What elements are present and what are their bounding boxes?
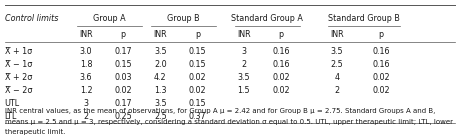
Text: 0.15: 0.15 [189, 60, 206, 69]
Text: 1.3: 1.3 [154, 86, 166, 95]
Text: INR: INR [79, 30, 93, 39]
Text: UTL: UTL [5, 99, 20, 108]
Text: 4: 4 [334, 73, 339, 82]
Text: 0.17: 0.17 [114, 47, 132, 56]
Text: 0.02: 0.02 [189, 73, 206, 82]
Text: 1.2: 1.2 [80, 86, 92, 95]
Text: 0.16: 0.16 [273, 60, 290, 69]
Text: p: p [120, 30, 126, 39]
Text: 3.6: 3.6 [80, 73, 92, 82]
Text: 0.37: 0.37 [189, 112, 206, 121]
Text: 0.02: 0.02 [114, 86, 132, 95]
Text: 2: 2 [83, 112, 89, 121]
Text: 0.02: 0.02 [372, 86, 390, 95]
Text: INR: INR [330, 30, 344, 39]
Text: 0.25: 0.25 [114, 112, 132, 121]
Text: p: p [378, 30, 383, 39]
Text: 2: 2 [241, 60, 246, 69]
Text: 3.5: 3.5 [237, 73, 250, 82]
Text: 3.5: 3.5 [330, 47, 343, 56]
Text: X̅ + 1σ: X̅ + 1σ [5, 47, 32, 56]
Text: 0.15: 0.15 [114, 60, 132, 69]
Text: Group B: Group B [167, 14, 200, 23]
Text: X̅ − 1σ: X̅ − 1σ [5, 60, 32, 69]
Text: 0.16: 0.16 [372, 47, 390, 56]
Text: X̅ − 2σ: X̅ − 2σ [5, 86, 32, 95]
Text: 0.02: 0.02 [372, 73, 390, 82]
Text: INR: INR [237, 30, 251, 39]
Text: 0.17: 0.17 [114, 99, 132, 108]
Text: 2.5: 2.5 [330, 60, 343, 69]
Text: 3: 3 [83, 99, 89, 108]
Text: 0.15: 0.15 [189, 99, 206, 108]
Text: X̅ + 2σ: X̅ + 2σ [5, 73, 32, 82]
Text: 0.02: 0.02 [273, 86, 290, 95]
Text: LTL: LTL [5, 112, 17, 121]
Text: p: p [195, 30, 200, 39]
Text: 1.8: 1.8 [80, 60, 92, 69]
Text: 3.5: 3.5 [154, 99, 167, 108]
Text: 3.5: 3.5 [154, 47, 167, 56]
Text: INR central values, as the mean of observations, for Group A μ = 2.42 and for Gr: INR central values, as the mean of obser… [5, 109, 435, 114]
Text: 1.5: 1.5 [237, 86, 250, 95]
Text: 0.16: 0.16 [273, 47, 290, 56]
Text: p: p [279, 30, 284, 39]
Text: means μ = 2.5 and μ = 3, respectively, considering a standard deviation σ equal : means μ = 2.5 and μ = 3, respectively, c… [5, 119, 453, 125]
Text: Standard Group B: Standard Group B [328, 14, 400, 23]
Text: 0.15: 0.15 [189, 47, 206, 56]
Text: 3.0: 3.0 [80, 47, 92, 56]
Text: 0.02: 0.02 [273, 73, 290, 82]
Text: INR: INR [154, 30, 167, 39]
Text: 0.02: 0.02 [189, 86, 206, 95]
Text: 2: 2 [334, 86, 339, 95]
Text: 0.03: 0.03 [114, 73, 132, 82]
Text: Control limits: Control limits [5, 14, 58, 23]
Text: therapeutic limit.: therapeutic limit. [5, 129, 65, 135]
Text: 4.2: 4.2 [154, 73, 167, 82]
Text: Standard Group A: Standard Group A [231, 14, 303, 23]
Text: 2.5: 2.5 [154, 112, 167, 121]
Text: 0.16: 0.16 [372, 60, 390, 69]
Text: 3: 3 [241, 47, 246, 56]
Text: 2.0: 2.0 [154, 60, 167, 69]
Text: Group A: Group A [93, 14, 126, 23]
